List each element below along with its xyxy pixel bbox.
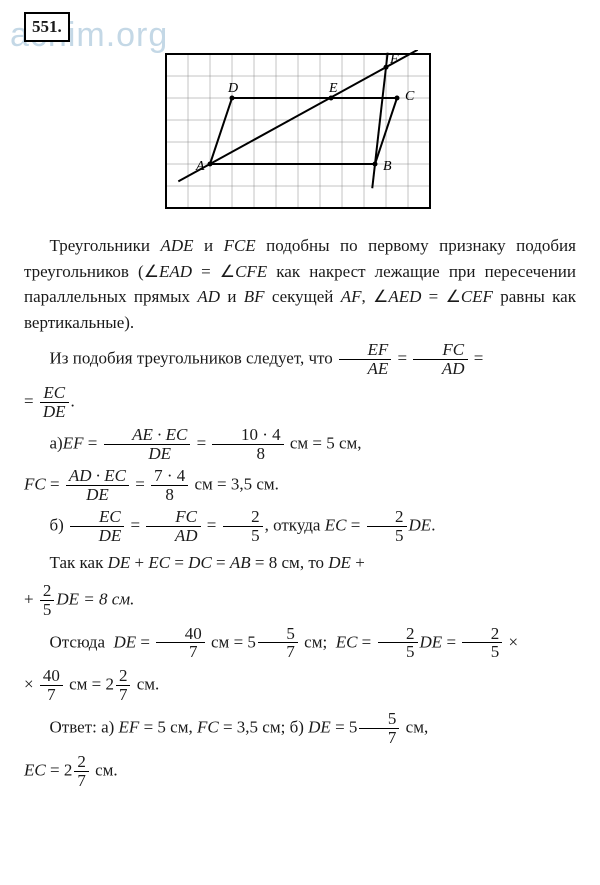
diagram-svg: A B C D E F — [156, 50, 444, 216]
svg-text:B: B — [383, 159, 392, 174]
geometry-diagram: A B C D E F — [24, 50, 576, 224]
frac-ad-ec-de: AD · EC DE — [66, 467, 129, 504]
frac-de1: 40 7 — [156, 625, 205, 662]
part-b-conclusion: Отсюда DE = 40 7 см = 5 5 7 см; EC = 2 5… — [24, 625, 576, 662]
part-a-fc: FC = AD · EC DE = 7 · 4 8 см = 3,5 см. — [24, 467, 576, 504]
part-a-ef: а)EF = AE · EC DE = 10 · 4 8 см = 5 см, — [24, 426, 576, 463]
frac-ans1: 5 7 — [359, 710, 399, 747]
frac-b3: 2 5 — [223, 508, 263, 545]
frac-ec-de: EC DE — [40, 384, 69, 421]
frac-b5: 2 5 — [40, 582, 55, 619]
frac-ec1: 2 5 — [378, 625, 418, 662]
paragraph-ratio: Из подобия треугольников следует, что EF… — [24, 341, 576, 378]
frac-fc-ad: FC AD — [413, 341, 467, 378]
frac-ec3: 40 7 — [40, 667, 63, 704]
frac-ef-ae: EF AE — [339, 341, 391, 378]
ratio-lead: Из подобия треугольников следует, что — [50, 348, 337, 367]
frac-b1: EC DE — [70, 508, 124, 545]
paragraph-ratio-cont: = EC DE . — [24, 384, 576, 421]
answer-line2: EC = 2 2 7 см. — [24, 753, 576, 790]
frac-ans2: 2 7 — [74, 753, 89, 790]
frac-b4: 2 5 — [367, 508, 407, 545]
frac-ef-calc: 10 · 4 8 — [212, 426, 283, 463]
answer-line: Ответ: а) EF = 5 см, FC = 3,5 см; б) DE … — [24, 710, 576, 747]
svg-text:C: C — [405, 89, 415, 104]
frac-fc-calc: 7 · 4 8 — [151, 467, 188, 504]
frac-de2: 5 7 — [258, 625, 298, 662]
svg-text:A: A — [195, 159, 205, 174]
part-b-line2b: + 2 5 DE = 8 см. — [24, 582, 576, 619]
problem-number-box: 551. — [24, 12, 70, 42]
paragraph-similar-triangles: Треугольники ADE и FCE подобны по первом… — [24, 233, 576, 335]
svg-text:D: D — [227, 81, 238, 96]
part-b-line1: б) EC DE = FC AD = 2 5 , откуда EC = 2 5… — [24, 508, 576, 545]
frac-ec4: 2 7 — [116, 667, 131, 704]
frac-b2: FC AD — [146, 508, 200, 545]
frac-ec2: 2 5 — [462, 625, 502, 662]
part-b-conclusion2: × 40 7 см = 2 2 7 см. — [24, 667, 576, 704]
part-b-line2: Так как DE + EC = DC = AB = 8 см, то DE … — [24, 550, 576, 576]
svg-text:E: E — [328, 81, 338, 96]
frac-ae-ec-de: AE · EC DE — [104, 426, 191, 463]
svg-text:F: F — [389, 52, 399, 67]
